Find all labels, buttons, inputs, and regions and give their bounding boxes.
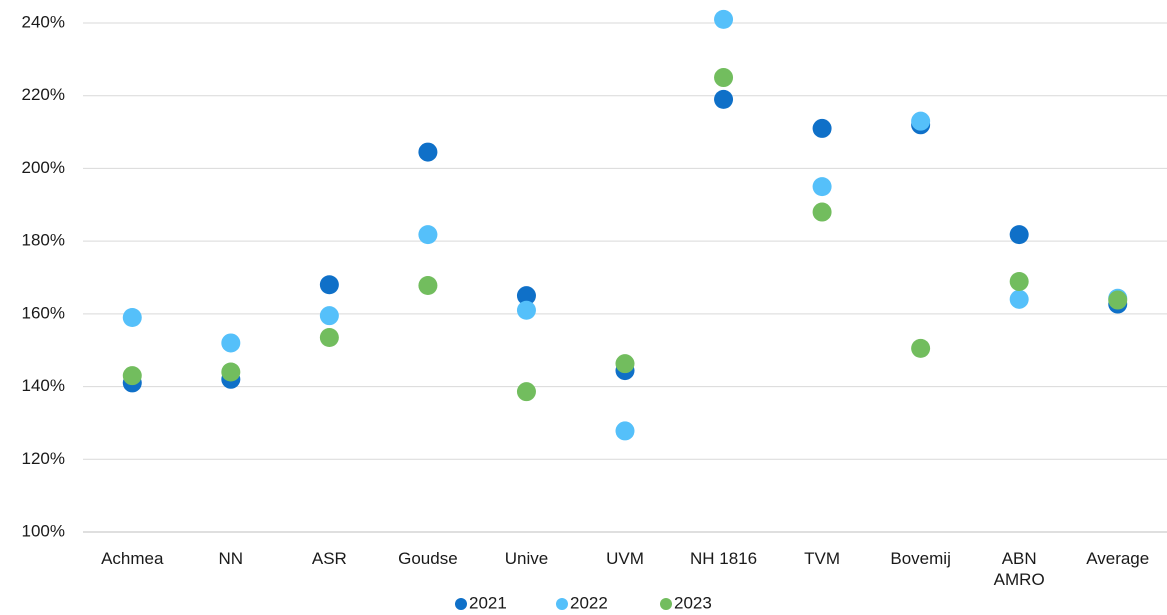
dot [221,362,241,382]
y-tick-label: 240% [22,12,65,31]
legend-label: 2022 [570,593,608,612]
x-tick-label: UVM [606,549,644,568]
dot [418,275,438,295]
dot [319,306,339,326]
dot [516,382,536,402]
dot [418,142,438,162]
y-tick-label: 220% [22,85,65,104]
y-tick-label: 100% [22,521,65,540]
x-tick-label: ABN AMRO [993,549,1045,589]
dot [516,300,536,320]
dot [1009,225,1029,245]
dot [122,307,142,327]
dot [122,366,142,386]
dot [812,177,832,197]
dot [1009,289,1029,309]
y-tick-label: 140% [22,376,65,395]
y-tick-label: 200% [22,158,65,177]
dot [1009,271,1029,291]
x-tick-label: Bovemij [890,549,951,568]
legend-marker [455,598,467,610]
dot [714,68,734,88]
legend-marker [556,598,568,610]
x-tick-label: TVM [804,549,841,568]
dot [911,338,931,358]
dot [812,202,832,222]
x-tick-label: NH 1816 [689,549,758,568]
y-tick-label: 160% [22,303,65,322]
dot [911,111,931,131]
dot [812,118,832,138]
x-tick-label: Average [1086,549,1150,568]
dot [714,9,734,29]
legend-label: 2023 [674,593,712,612]
dot [319,275,339,295]
x-tick-label: Unive [504,549,549,568]
dot [418,225,438,245]
legend-marker [660,598,672,610]
x-tick-label: Goudse [398,549,458,568]
dot [1108,290,1128,310]
dot [319,327,339,347]
dot [615,354,635,374]
x-tick-label: NN [218,549,244,568]
dot [221,333,241,353]
x-tick-label: Achmea [101,549,164,568]
y-tick-label: 180% [22,231,65,250]
x-tick-label: ASR [311,549,347,568]
legend-label: 2021 [469,593,507,612]
y-tick-label: 120% [22,449,65,468]
dot [615,421,635,441]
dot [516,286,536,306]
dot [714,89,734,109]
